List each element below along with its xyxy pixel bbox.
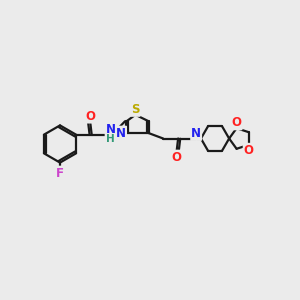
Text: O: O — [85, 110, 95, 123]
Text: N: N — [191, 127, 201, 140]
Text: F: F — [56, 167, 64, 180]
Text: S: S — [131, 103, 140, 116]
Text: H: H — [106, 134, 115, 144]
Text: N: N — [116, 127, 126, 140]
Text: O: O — [244, 144, 254, 157]
Text: O: O — [172, 151, 182, 164]
Text: N: N — [106, 123, 116, 136]
Text: O: O — [232, 116, 242, 129]
